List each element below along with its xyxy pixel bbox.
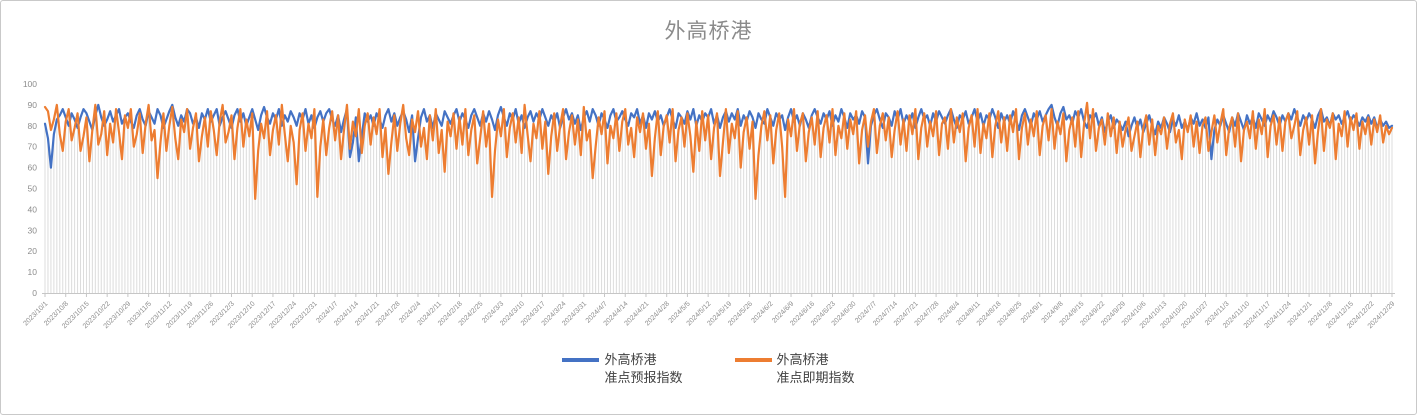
y-axis-label: 30 [28,225,38,235]
y-axis-label: 90 [28,100,38,110]
spot-series-label: 外高桥港 准点即期指数 [777,351,855,387]
legend-line1: 外高桥港 [776,352,829,367]
y-axis-label: 0 [32,288,37,298]
chart-legend: 外高桥港 准点预报指数 外高桥港 准点即期指数 [1,351,1416,387]
legend-line2: 准点即期指数 [776,370,855,386]
legend-entry-spot-index: 外高桥港 准点即期指数 [734,351,855,387]
y-axis-label: 70 [28,142,38,152]
spot-series-swatch [734,358,772,362]
y-axis-label: 10 [28,267,38,277]
droplines [44,107,1393,293]
y-axis-label: 40 [28,204,38,214]
forecast-series-label: 外高桥港 准点预报指数 [604,351,682,387]
chart-title: 外高桥港 [664,20,753,43]
y-axis-label: 50 [28,184,38,194]
series-line-1 [43,101,1394,200]
legend-line2: 准点预报指数 [604,370,683,386]
y-axis-label: 20 [28,246,38,256]
legend-line1: 外高桥港 [604,352,657,367]
legend-entry-forecast-index: 外高桥港 准点预报指数 [562,351,683,387]
y-axis-label: 80 [28,121,38,131]
line-chart-plot-area: 2023/10/12023/10/82023/10/152023/10/2220… [22,79,1396,330]
forecast-series-swatch [562,358,600,362]
y-axis-label: 60 [28,163,38,173]
y-axis-label: 100 [23,79,37,89]
